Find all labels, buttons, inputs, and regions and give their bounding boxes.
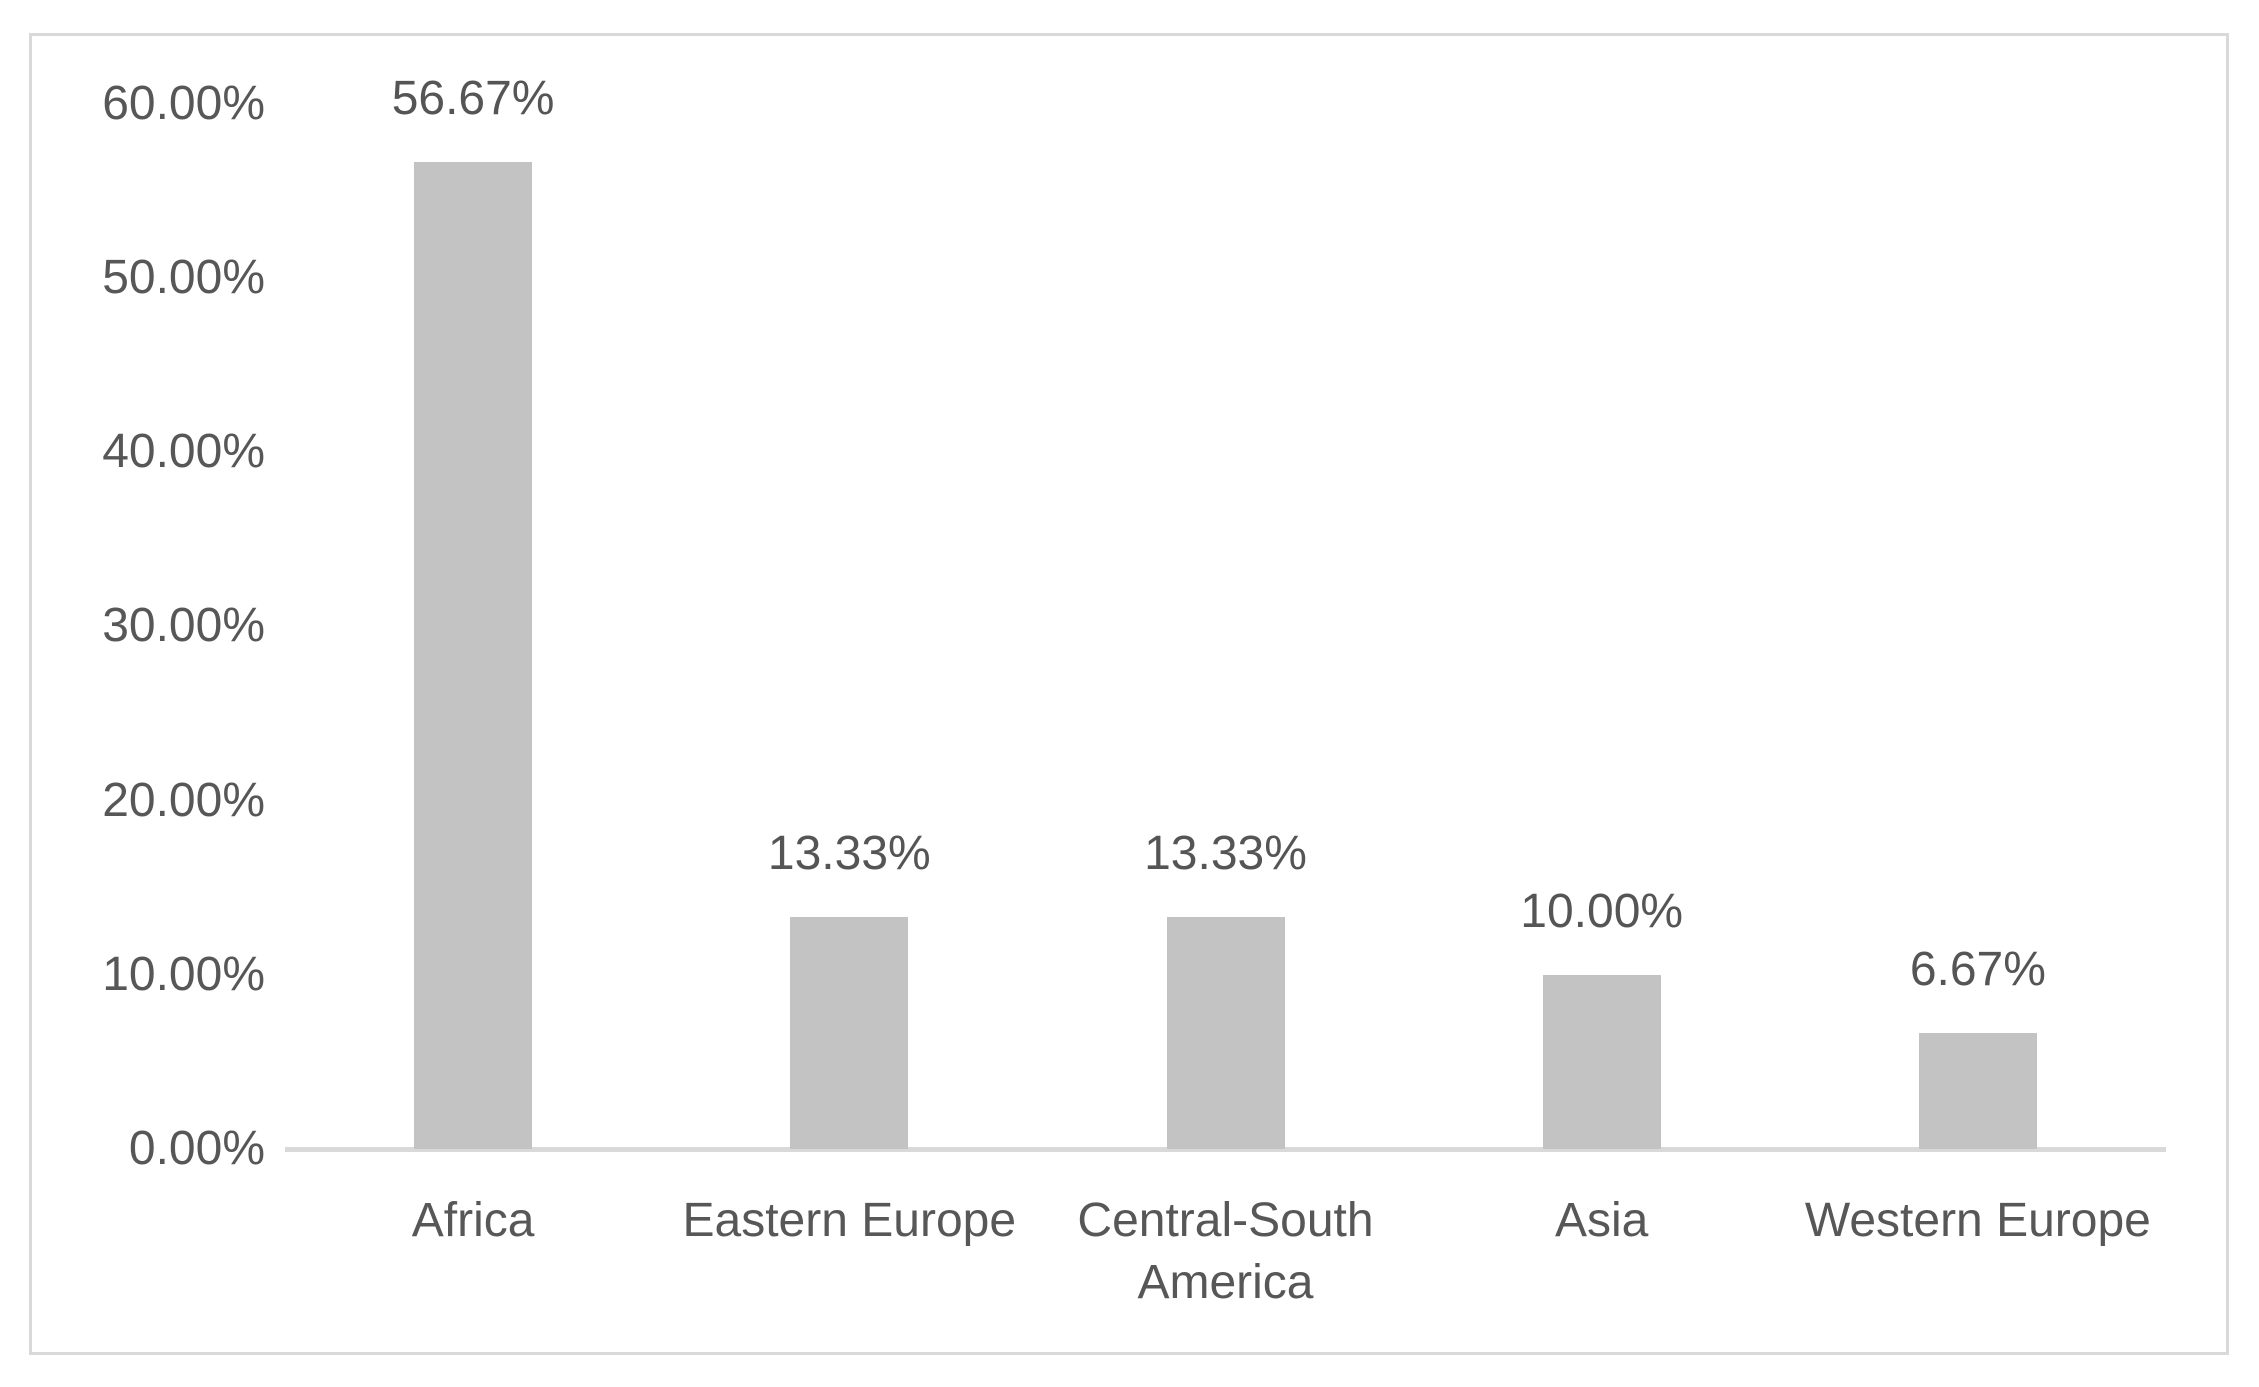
y-tick-label: 0.00% [128, 1122, 265, 1175]
y-tick-label: 20.00% [102, 773, 265, 827]
data-label: 13.33% [767, 827, 931, 880]
chart-frame: 0.00% 10.00% 20.00% 30.00% 40.00% 50.00% 60.00… [29, 33, 2229, 1355]
y-tick-label: 30.00% [102, 599, 265, 653]
category-label: Eastern Europe [682, 1194, 1017, 1247]
bar-central-south-america [1166, 917, 1285, 1149]
bar-eastern-europe [790, 917, 909, 1149]
data-label: 56.67% [391, 72, 555, 125]
bar-western-europe [1918, 1033, 2037, 1149]
category-label: Africa [411, 1194, 535, 1247]
x-axis-line [285, 1147, 2166, 1152]
category-label: Western Europe [1804, 1194, 2151, 1247]
y-tick-label: 60.00% [102, 76, 265, 130]
data-label: 6.67% [1909, 943, 2046, 996]
y-tick-label: 50.00% [102, 251, 265, 305]
bar-asia [1542, 975, 1661, 1149]
y-tick-label: 40.00% [102, 425, 265, 479]
category-label: Asia [1555, 1194, 1649, 1247]
category-label: Central-South America [1077, 1194, 1374, 1309]
data-label: 10.00% [1520, 885, 1684, 938]
data-label: 13.33% [1144, 827, 1307, 880]
y-tick-label: 10.00% [102, 947, 265, 1001]
bar-africa [414, 162, 533, 1149]
